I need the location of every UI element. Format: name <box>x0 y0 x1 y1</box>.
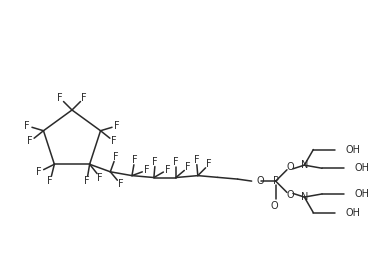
Text: OH: OH <box>345 145 360 155</box>
Text: F: F <box>114 121 119 131</box>
Text: F: F <box>47 176 53 186</box>
Text: OH: OH <box>345 208 360 218</box>
Text: OH: OH <box>354 189 369 199</box>
Text: OH: OH <box>354 163 369 173</box>
Text: P: P <box>273 176 279 186</box>
Text: F: F <box>144 165 150 175</box>
Text: F: F <box>165 165 170 175</box>
Text: F: F <box>111 136 116 146</box>
Text: F: F <box>36 167 42 177</box>
Text: F: F <box>185 162 191 172</box>
Text: O: O <box>257 176 264 186</box>
Text: F: F <box>206 159 212 169</box>
Text: F: F <box>118 179 123 189</box>
Text: F: F <box>81 93 87 103</box>
Text: F: F <box>25 121 30 131</box>
Text: F: F <box>97 173 103 183</box>
Text: N: N <box>301 192 308 202</box>
Text: F: F <box>27 136 33 146</box>
Text: O: O <box>286 162 294 172</box>
Text: F: F <box>132 155 137 165</box>
Text: F: F <box>57 93 63 103</box>
Text: F: F <box>152 156 158 166</box>
Text: O: O <box>271 201 278 211</box>
Text: F: F <box>84 176 90 186</box>
Text: O: O <box>286 190 294 200</box>
Text: F: F <box>193 155 199 165</box>
Text: F: F <box>173 156 179 166</box>
Text: F: F <box>113 152 119 162</box>
Text: N: N <box>301 160 308 170</box>
